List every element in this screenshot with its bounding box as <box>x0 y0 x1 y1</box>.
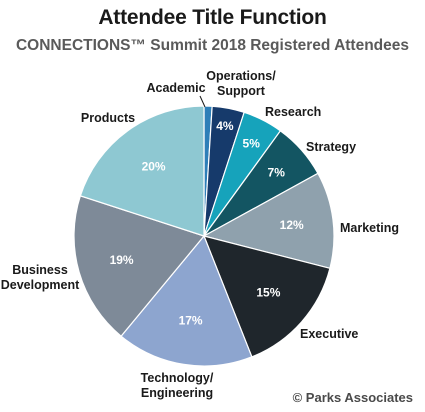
chart-title: Attendee Title Function <box>98 6 327 29</box>
category-label-operations-support: Operations/Support <box>206 69 276 98</box>
pct-label-strategy: 7% <box>268 165 286 179</box>
category-label-products: Products <box>81 111 135 125</box>
pct-label-executive: 15% <box>256 286 280 300</box>
category-label-marketing: Marketing <box>340 221 399 235</box>
category-label-executive: Executive <box>300 327 358 341</box>
chart-subtitle: CONNECTIONS™ Summit 2018 Registered Atte… <box>15 37 410 54</box>
academic-leader-line <box>199 95 206 108</box>
pie-slice-executive <box>203 235 331 358</box>
category-label-technology-engineering: Technology/Engineering <box>141 371 214 400</box>
category-label-academic: Academic <box>146 81 205 95</box>
pie-slice-products <box>79 105 205 237</box>
pie-slice-marketing <box>202 172 335 270</box>
pct-label-research: 5% <box>243 136 261 150</box>
pct-label-technology-engineering: 17% <box>179 314 203 328</box>
pct-label-business-development: 19% <box>110 253 134 267</box>
category-label-business-development: Business Development <box>1 263 80 292</box>
pie-slice-technology-engineering <box>120 234 253 367</box>
pct-label-marketing: 12% <box>280 218 304 232</box>
category-label-research: Research <box>265 105 321 119</box>
category-label-strategy: Strategy <box>306 140 356 154</box>
pct-label-operations-support: 4% <box>216 119 234 133</box>
pie-slice-business-development <box>73 195 206 338</box>
pct-label-products: 20% <box>142 160 166 174</box>
copyright-text: © Parks Associates <box>292 390 413 405</box>
